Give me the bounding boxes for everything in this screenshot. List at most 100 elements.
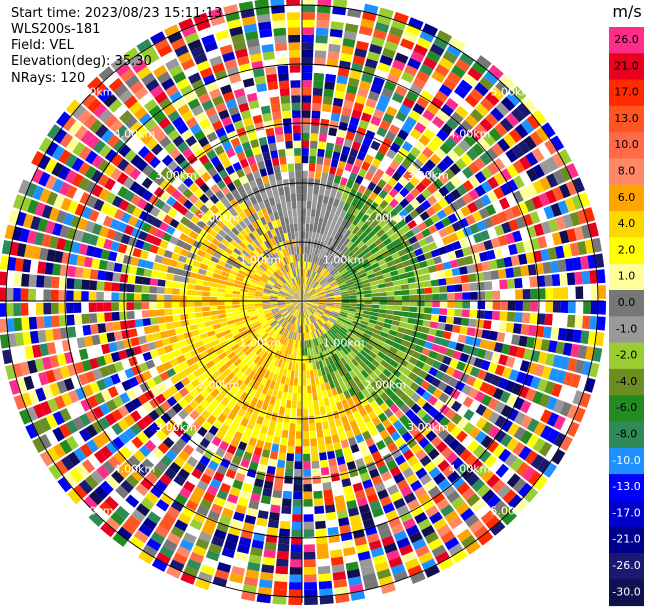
velocity-bin xyxy=(572,177,585,193)
velocity-bin xyxy=(395,349,405,358)
velocity-bin xyxy=(574,359,585,374)
velocity-bin xyxy=(348,214,356,223)
velocity-bin xyxy=(241,401,250,411)
velocity-bin xyxy=(428,367,439,377)
velocity-bin xyxy=(323,271,330,279)
velocity-bin xyxy=(244,576,258,587)
velocity-bin xyxy=(474,184,486,197)
velocity-bin xyxy=(196,273,206,281)
velocity-bin xyxy=(370,284,379,290)
velocity-bin xyxy=(302,208,307,216)
velocity-bin xyxy=(454,125,468,139)
velocity-bin xyxy=(385,106,398,117)
velocity-bin xyxy=(271,12,286,22)
velocity-bin xyxy=(362,282,371,288)
velocity-bin xyxy=(288,331,292,339)
velocity-bin xyxy=(539,160,552,175)
velocity-bin xyxy=(311,231,316,240)
velocity-bin xyxy=(548,218,559,233)
colorbar-tick-label: -26.0 xyxy=(612,559,640,572)
velocity-bin xyxy=(296,193,302,201)
velocity-bin xyxy=(316,320,323,327)
velocity-bin xyxy=(232,308,241,312)
velocity-bin xyxy=(272,373,279,382)
velocity-bin xyxy=(244,367,252,376)
velocity-bin xyxy=(433,411,445,423)
velocity-bin xyxy=(182,325,191,333)
velocity-bin xyxy=(452,369,463,380)
velocity-bin xyxy=(274,382,280,391)
velocity-bin xyxy=(552,169,566,185)
velocity-bin xyxy=(462,73,478,87)
velocity-bin xyxy=(574,315,583,329)
velocity-bin xyxy=(393,182,404,193)
velocity-bin xyxy=(241,591,256,602)
velocity-bin xyxy=(300,303,302,311)
velocity-bin xyxy=(406,271,415,278)
velocity-bin xyxy=(266,166,274,176)
velocity-bin xyxy=(303,318,305,326)
velocity-bin xyxy=(169,559,185,572)
velocity-bin xyxy=(379,199,389,210)
velocity-bin xyxy=(287,445,295,454)
velocity-bin xyxy=(313,354,319,362)
velocity-bin xyxy=(308,332,313,340)
velocity-bin xyxy=(456,392,468,404)
velocity-bin xyxy=(367,147,378,158)
velocity-bin xyxy=(324,188,331,197)
velocity-bin xyxy=(28,288,36,301)
velocity-bin xyxy=(514,123,529,139)
velocity-bin xyxy=(323,157,332,166)
velocity-bin xyxy=(385,228,395,238)
velocity-bin xyxy=(299,302,302,311)
velocity-bin xyxy=(354,536,367,547)
velocity-bin xyxy=(307,332,311,341)
velocity-bin xyxy=(318,266,324,274)
velocity-bin xyxy=(500,290,508,300)
velocity-bin xyxy=(339,328,347,336)
velocity-bin xyxy=(376,126,388,138)
velocity-bin xyxy=(313,240,318,248)
velocity-bin xyxy=(365,343,374,351)
velocity-bin xyxy=(370,115,382,127)
velocity-bin xyxy=(310,305,318,310)
velocity-bin xyxy=(330,267,337,275)
velocity-bin xyxy=(321,250,327,259)
velocity-bin xyxy=(416,70,430,83)
velocity-bin xyxy=(248,388,257,397)
velocity-bin xyxy=(551,383,563,398)
velocity-bin xyxy=(291,362,296,371)
velocity-bin xyxy=(307,308,313,315)
velocity-bin xyxy=(331,387,338,396)
velocity-bin xyxy=(429,153,442,166)
velocity-bin xyxy=(290,186,296,194)
velocity-bin xyxy=(81,279,90,290)
velocity-bin xyxy=(426,258,435,267)
velocity-bin xyxy=(327,51,340,61)
velocity-bin xyxy=(278,80,290,89)
velocity-bin xyxy=(522,289,531,300)
velocity-bin xyxy=(454,249,464,259)
velocity-bin xyxy=(410,128,422,140)
velocity-bin xyxy=(405,230,415,239)
velocity-bin xyxy=(455,158,467,171)
velocity-bin xyxy=(280,319,287,326)
velocity-bin xyxy=(452,522,468,536)
velocity-bin xyxy=(436,498,450,511)
velocity-bin xyxy=(254,524,267,535)
velocity-bin xyxy=(302,155,309,164)
velocity-bin xyxy=(461,435,474,448)
velocity-bin xyxy=(340,307,349,311)
velocity-bin xyxy=(353,102,365,112)
velocity-bin xyxy=(352,226,360,235)
velocity-bin xyxy=(419,30,435,43)
velocity-bin xyxy=(303,446,310,454)
velocity-bin xyxy=(400,254,410,262)
velocity-bin xyxy=(111,282,120,292)
velocity-bin xyxy=(302,223,306,232)
velocity-bin xyxy=(430,96,444,109)
velocity-bin xyxy=(43,289,52,301)
velocity-bin xyxy=(296,332,299,341)
velocity-bin xyxy=(447,293,455,300)
velocity-bin xyxy=(345,318,354,323)
